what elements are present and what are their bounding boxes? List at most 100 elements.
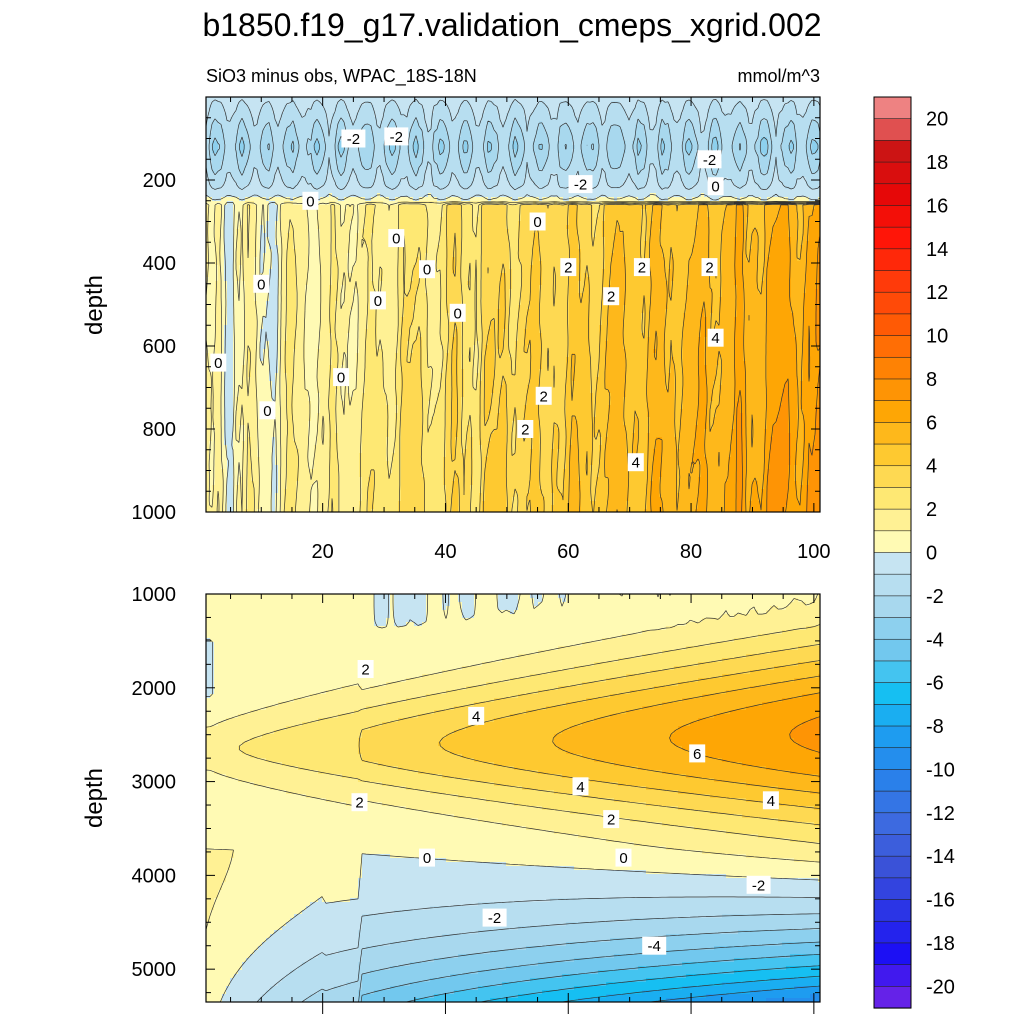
lower-contour-label: -4 (642, 937, 666, 956)
colorbar-swatch (874, 531, 911, 553)
upper-contour-label: 0 (370, 291, 386, 310)
colorbar-swatch (874, 227, 911, 249)
upper-contour-label: 2 (536, 387, 552, 406)
colorbar-tick-label: -10 (926, 759, 955, 781)
lower-y-axis-label: depth (81, 768, 108, 828)
upper-contour-label-text: 0 (454, 305, 462, 322)
lower-contour-label: 2 (352, 793, 368, 812)
colorbar-swatch (874, 574, 911, 596)
upper-contour-label-text: -2 (574, 177, 587, 194)
upper-contour-label: 0 (253, 275, 269, 294)
colorbar-tick-label: -6 (926, 673, 944, 695)
lower-contour-label: 0 (616, 849, 632, 868)
upper-y-tick-label: 600 (143, 336, 176, 358)
colorbar-swatch (874, 119, 911, 141)
lower-contour-label-text: -2 (488, 910, 501, 927)
colorbar-tick-label: -4 (926, 629, 944, 651)
upper-contour-label: 0 (302, 192, 318, 211)
colorbar-swatch (874, 943, 911, 965)
upper-contour-label-text: 2 (638, 260, 646, 277)
lower-contour-label-text: 2 (355, 795, 363, 812)
colorbar-tick-label: 8 (926, 369, 937, 391)
lower-y-tick-label: 4000 (132, 865, 177, 887)
colorbar-swatch (874, 596, 911, 618)
upper-contour-label: -2 (698, 150, 722, 169)
colorbar-swatch (874, 791, 911, 813)
lower-contour-label-text: 6 (693, 746, 701, 763)
lower-contour-label-text: 4 (472, 708, 480, 725)
upper-contour-label-text: 4 (632, 455, 640, 472)
upper-contour-label: -2 (569, 175, 593, 194)
colorbar-swatch (874, 422, 911, 444)
colorbar-swatch (874, 726, 911, 748)
colorbar-swatch (874, 509, 911, 531)
colorbar-swatch (874, 769, 911, 791)
lower-contour-label-text: 0 (619, 850, 627, 867)
colorbar-swatch (874, 900, 911, 922)
upper-contour-label: 0 (333, 368, 349, 387)
upper-contour-label: 0 (388, 229, 404, 248)
colorbar-swatch (874, 292, 911, 314)
upper-contour-label: -2 (341, 130, 365, 149)
upper-contour-label: 0 (210, 354, 226, 373)
lower-y-tick-label: 2000 (132, 678, 177, 700)
upper-contour-label: 0 (259, 401, 275, 420)
upper-contour-label-text: 4 (711, 330, 719, 347)
colorbar-tick-label: 12 (926, 282, 948, 304)
colorbar-swatch (874, 444, 911, 466)
colorbar-swatch (874, 748, 911, 770)
colorbar-swatch (874, 704, 911, 726)
lower-y-tick-label: 3000 (132, 772, 177, 794)
upper-contour-label-text: 0 (533, 214, 541, 231)
colorbar-swatch (874, 379, 911, 401)
colorbar-swatch (874, 553, 911, 575)
colorbar-swatch (874, 813, 911, 835)
upper-contour-label: 2 (517, 420, 533, 439)
colorbar-swatch (874, 921, 911, 943)
lower-y-tick-label: 1000 (132, 584, 177, 606)
colorbar-swatch (874, 271, 911, 293)
upper-y-tick-label: 400 (143, 253, 176, 275)
colorbar-tick-label: -18 (926, 933, 955, 955)
upper-contour-label-text: 0 (306, 193, 314, 210)
colorbar-swatch (874, 97, 911, 119)
upper-contour-label-text: 2 (521, 422, 529, 439)
colorbar-swatch (874, 184, 911, 206)
upper-contour-label-text: 0 (337, 370, 345, 387)
colorbar-swatch (874, 162, 911, 184)
colorbar-swatch (874, 986, 911, 1008)
lower-contour-label: 4 (468, 707, 484, 726)
upper-contour-label: 2 (603, 287, 619, 306)
upper-x-tick-label: 100 (797, 541, 830, 563)
colorbar-swatch (874, 965, 911, 987)
colorbar-tick-label: -20 (926, 976, 955, 998)
upper-x-tick-label: 80 (680, 541, 702, 563)
colorbar-swatch (874, 249, 911, 271)
units-label: mmol/m^3 (738, 66, 820, 86)
upper-contour-field (206, 97, 822, 514)
colorbar-tick-label: 0 (926, 543, 937, 565)
upper-contour-label-text: 0 (423, 262, 431, 279)
colorbar-swatch (874, 618, 911, 640)
lower-contour-label: 4 (573, 777, 589, 796)
upper-contour-label: 0 (450, 304, 466, 323)
upper-contour-label: -2 (384, 127, 408, 145)
upper-y-tick-label: 1000 (132, 502, 177, 524)
upper-contour-label-text: 0 (214, 355, 222, 372)
colorbar-tick-label: 4 (926, 456, 937, 478)
lower-contour-label-text: 2 (607, 812, 615, 829)
upper-contour-label-text: 2 (607, 289, 615, 306)
figure-title: b1850.f19_g17.validation_cmeps_xgrid.002 (202, 7, 821, 43)
lower-contour-label: -2 (747, 876, 771, 895)
colorbar-swatch (874, 856, 911, 878)
lower-contour-label: 6 (689, 744, 705, 763)
upper-contour-label-text: 0 (263, 403, 271, 420)
colorbar-swatch (874, 683, 911, 705)
colorbar-swatch (874, 661, 911, 683)
colorbar-swatch (874, 314, 911, 336)
upper-contour-label-text: 2 (540, 388, 548, 405)
upper-contour-label-text: 0 (711, 179, 719, 196)
